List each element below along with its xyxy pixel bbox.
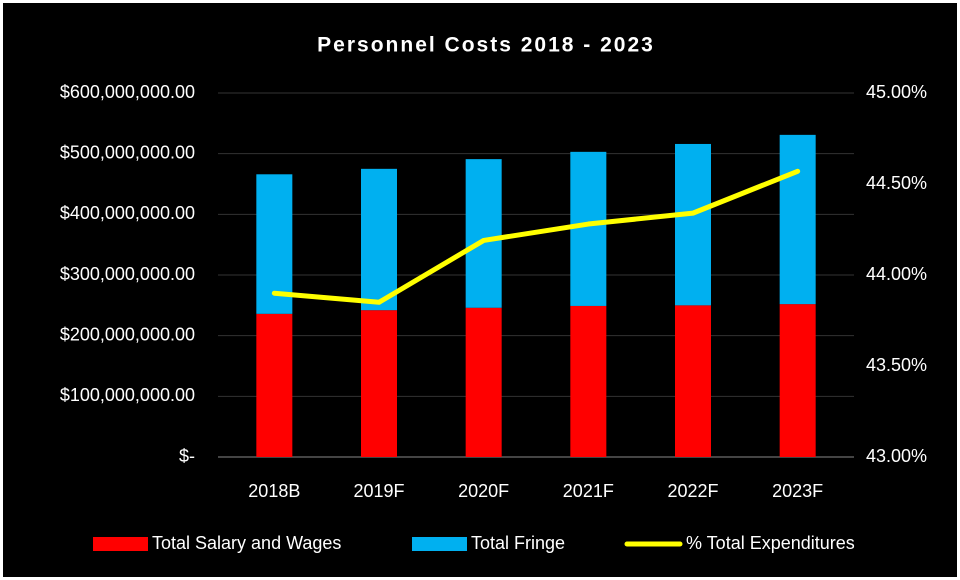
legend-label: Total Fringe [471, 533, 565, 553]
line [271, 168, 801, 305]
y2-tick-label: 45.00% [866, 82, 927, 102]
y2-tick-label: 44.50% [866, 173, 927, 193]
bar [256, 174, 293, 314]
y-tick-label: $600,000,000.00 [60, 82, 195, 102]
chart-title: Personnel Costs 2018 - 2023 [317, 34, 655, 57]
y-tick-label: $500,000,000.00 [60, 142, 195, 162]
legend-swatch [412, 537, 467, 551]
bar [361, 168, 397, 311]
y2-tick-label: 43.00% [866, 446, 927, 466]
x-tick-label: 2019F [353, 481, 404, 501]
legend-label: Total Salary and Wages [152, 533, 341, 553]
y-tick-label: $300,000,000.00 [60, 264, 195, 284]
bar [570, 305, 607, 457]
legend-swatch [93, 537, 148, 551]
bar [779, 304, 816, 457]
x-tick-label: 2021F [563, 481, 614, 501]
bar [465, 307, 502, 457]
y-tick-label: $- [179, 446, 195, 466]
y-tick-label: $400,000,000.00 [60, 203, 195, 223]
bar [570, 151, 607, 306]
bar [675, 305, 711, 457]
x-tick-label: 2023F [772, 481, 823, 501]
bar [361, 310, 397, 457]
y2-tick-label: 44.00% [866, 264, 927, 284]
bar [256, 313, 293, 457]
x-tick-label: 2020F [458, 481, 509, 501]
x-tick-label: 2018B [248, 481, 300, 501]
y-tick-label: $200,000,000.00 [60, 324, 195, 344]
y-tick-label: $100,000,000.00 [60, 385, 195, 405]
bar [465, 159, 502, 308]
legend-label: % Total Expenditures [686, 533, 855, 553]
bar [779, 134, 816, 305]
x-tick-label: 2022F [667, 481, 718, 501]
y2-tick-label: 43.50% [866, 355, 927, 375]
bar [675, 143, 711, 306]
